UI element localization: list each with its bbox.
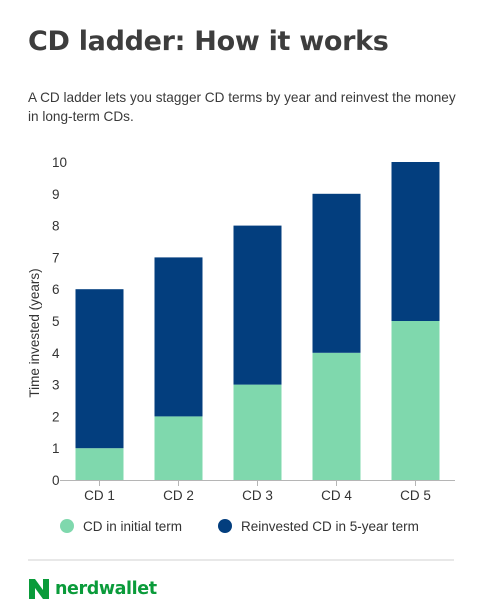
y-tick-label: 4 <box>52 346 60 361</box>
y-tick-label: 7 <box>52 250 60 265</box>
brand-logo: nerdwallet <box>28 576 157 602</box>
y-axis-ticks: 0 1 2 3 4 5 6 7 8 9 10 <box>52 155 67 488</box>
bar-segment-reinvested <box>312 193 361 353</box>
stacked-bar-chart: 0 1 2 3 4 5 6 7 8 9 10 CD 1 CD 2 CD 3 CD 4 CD 5 Time i… <box>27 155 455 503</box>
bar-segment-initial <box>154 416 203 480</box>
y-tick-label: 3 <box>52 378 60 393</box>
chart-legend: CD in initial term Reinvested CD in 5-ye… <box>0 514 480 538</box>
legend-swatch-initial <box>60 519 74 533</box>
x-tick-label: CD 4 <box>321 488 352 503</box>
y-tick-label: 1 <box>52 441 60 456</box>
x-tick-label: CD 5 <box>400 488 431 503</box>
bar-segment-reinvested <box>391 162 440 321</box>
y-tick-label: 6 <box>52 282 60 297</box>
y-tick-label: 5 <box>52 314 60 329</box>
bar-segment-initial <box>233 384 282 480</box>
legend-swatch-reinvested <box>218 519 232 533</box>
brand-name: nerdwallet <box>55 579 157 599</box>
x-tick-label: CD 3 <box>242 488 273 503</box>
legend-label-reinvested: Reinvested CD in 5-year term <box>241 518 419 534</box>
bar-segment-reinvested <box>75 289 124 449</box>
bar-segment-reinvested <box>233 225 282 385</box>
legend-item-reinvested: Reinvested CD in 5-year term <box>218 514 419 538</box>
bar-segment-reinvested <box>154 257 203 417</box>
y-tick-label: 8 <box>52 219 60 234</box>
legend-label-initial: CD in initial term <box>83 518 183 534</box>
bars-group <box>75 162 440 480</box>
bar-segment-initial <box>391 321 440 480</box>
x-axis-ticks: CD 1 CD 2 CD 3 CD 4 CD 5 <box>84 480 431 503</box>
y-tick-label: 9 <box>52 187 60 202</box>
page-title: CD ladder: How it works <box>28 26 389 57</box>
legend-item-initial: CD in initial term <box>60 514 182 538</box>
chart-subtitle: A CD ladder lets you stagger CD terms by… <box>28 90 456 124</box>
y-axis-title: Time invested (years) <box>27 268 42 397</box>
x-tick-label: CD 1 <box>84 488 115 503</box>
y-tick-label: 2 <box>52 409 60 424</box>
nerdwallet-logo-icon <box>29 579 49 599</box>
y-tick-label: 10 <box>52 155 67 170</box>
y-tick-label: 0 <box>52 473 60 488</box>
bar-segment-initial <box>75 448 124 480</box>
x-tick-label: CD 2 <box>163 488 194 503</box>
bar-segment-initial <box>312 352 361 480</box>
footer-divider <box>28 559 454 561</box>
